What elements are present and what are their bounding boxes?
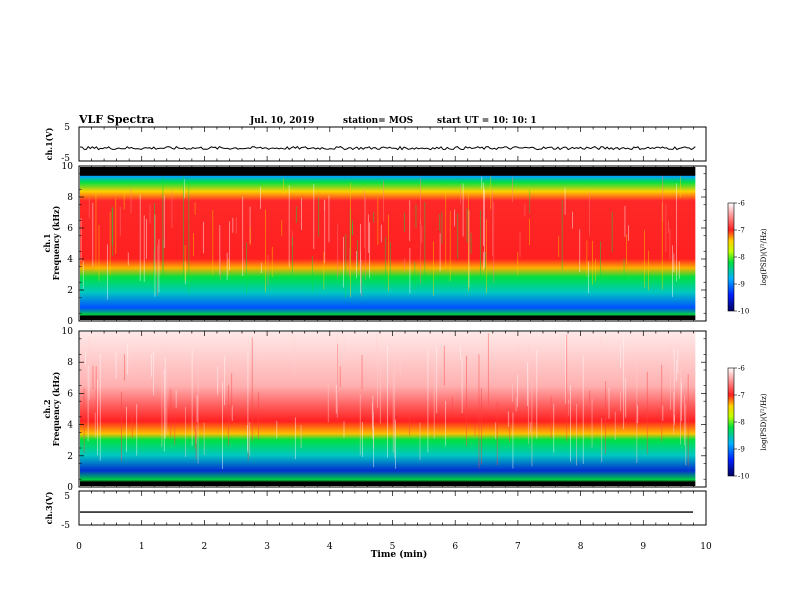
ch1-trace — [79, 145, 696, 151]
station-label: station= MOS — [343, 116, 413, 126]
colorbar-tick-label: -10 — [738, 473, 749, 481]
y-tick-label: 2 — [67, 286, 73, 296]
y-tick-label: 4 — [67, 421, 73, 431]
ch3-ylabel: ch.3(V) — [44, 491, 54, 524]
start-ut-label: start UT = 10: 10: 1 — [437, 116, 537, 126]
y-tick-label: 8 — [67, 358, 73, 368]
y-tick-label: 10 — [62, 162, 74, 172]
ch2-spec-ylabel: Frequency (kHz) — [51, 371, 61, 446]
y-tick-label: 10 — [62, 327, 74, 337]
y-tick-label: 2 — [67, 452, 73, 462]
ch3-ytick-bottom: -5 — [61, 521, 70, 531]
ch2-spectrogram-panel: 0 2 4 6 8 10 ch.2 Frequency (kHz) -6 -7 -8 -9 -10… — [42, 327, 768, 493]
x-tick-label: 6 — [452, 542, 458, 552]
colorbar-tick-label: -8 — [738, 419, 745, 427]
ch2-colorbar — [727, 367, 735, 477]
colorbar-tick-label: -6 — [738, 365, 745, 373]
x-tick-label: 0 — [76, 542, 82, 552]
y-tick-label: 6 — [67, 389, 73, 399]
ch1-spectrogram-panel: 0 2 4 6 8 10 ch.1 Frequency (kHz) -6 -7 -8 -9 -10… — [42, 162, 768, 327]
colorbar-tick-label: -9 — [738, 446, 745, 454]
y-tick-label: 8 — [67, 193, 73, 203]
y-tick-label: 0 — [67, 483, 73, 493]
ch1-waveform-panel: 5 -5 ch.1(V) — [44, 123, 707, 164]
ch1-colorbar-label: log(PSD)(V²/Hz) — [760, 228, 768, 285]
y-tick-label: 6 — [67, 224, 73, 234]
ch1-ytick-bottom: -5 — [61, 154, 70, 164]
ch2-colorbar-label: log(PSD)(V²/Hz) — [760, 393, 768, 450]
y-tick-label: 0 — [67, 317, 73, 327]
ch2-spectrogram-streaks — [83, 333, 689, 470]
y-tick-label: 4 — [67, 255, 73, 265]
x-tick-label: 3 — [264, 542, 270, 552]
colorbar-tick-label: -7 — [738, 392, 745, 400]
ch3-ytick-top: 5 — [64, 492, 70, 502]
ch1-spectrogram-image — [80, 167, 696, 320]
x-tick-label: 4 — [327, 542, 333, 552]
ch1-ylabel: ch.1(V) — [44, 127, 54, 160]
ch1-spec-ylabel-channel: ch.1 — [42, 233, 52, 252]
ch1-spec-ylabel: Frequency (kHz) — [51, 205, 61, 280]
x-axis-label: Time (min) — [371, 549, 428, 560]
x-tick-label: 2 — [202, 542, 208, 552]
colorbar-tick-label: -9 — [738, 281, 745, 289]
x-tick-label: 9 — [640, 542, 646, 552]
colorbar-tick-label: -7 — [738, 227, 745, 235]
colorbar-tick-label: -6 — [738, 200, 745, 208]
figure-title: VLF Spectra — [78, 113, 154, 126]
x-axis-tick-labels: 0 1 2 3 4 5 6 7 8 9 10 — [76, 542, 712, 552]
x-tick-label: 8 — [578, 542, 584, 552]
ch1-spectrogram-streaks — [80, 176, 681, 300]
x-tick-label: 10 — [700, 542, 712, 552]
x-tick-label: 7 — [515, 542, 521, 552]
ch2-spec-ylabel-channel: ch.2 — [42, 399, 52, 418]
ch1-ytick-top: 5 — [64, 123, 70, 133]
ch3-waveform-panel: 5 -5 ch.3(V) — [44, 490, 707, 531]
date-label: Jul. 10, 2019 — [249, 116, 314, 126]
x-tick-label: 5 — [390, 542, 396, 552]
colorbar-tick-label: -8 — [738, 254, 745, 262]
colorbar-tick-label: -10 — [738, 308, 749, 316]
x-tick-label: 1 — [139, 542, 145, 552]
ch1-colorbar — [727, 202, 735, 312]
